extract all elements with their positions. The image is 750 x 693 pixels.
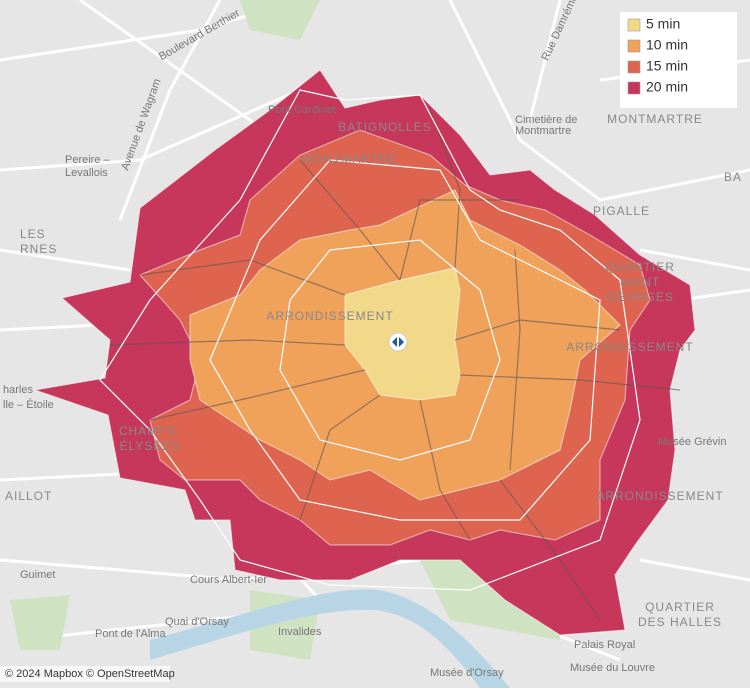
- attribution-box: [0, 666, 170, 682]
- place-label: Montmartre: [515, 125, 571, 137]
- place-label: Musée du Louvre: [570, 662, 655, 674]
- place-label: Invalides: [278, 626, 322, 638]
- place-label: lle – Étoile: [3, 398, 54, 411]
- legend: 5 min 10 min 15 min 20 min: [627, 16, 688, 95]
- place-label: DES HALLES: [638, 615, 722, 629]
- legend-swatch: [627, 18, 641, 32]
- place-label: QUARTIER: [645, 600, 715, 614]
- legend-label: 20 min: [646, 79, 688, 95]
- place-label: Pont-Cardinet: [268, 104, 336, 116]
- legend-label: 5 min: [646, 16, 680, 32]
- place-label: Palais Royal: [574, 639, 635, 651]
- store-marker: [388, 332, 408, 352]
- district-borders: [109, 109, 681, 621]
- place-label: harles: [3, 384, 33, 396]
- place-label: Pereire –: [65, 154, 111, 166]
- place-label: BA: [724, 170, 742, 184]
- place-label: Musée d'Orsay: [430, 667, 504, 679]
- place-label: Levallois: [65, 167, 108, 179]
- place-label: LES: [20, 227, 46, 241]
- place-label: Pont de l'Alma: [95, 628, 166, 640]
- place-label: Guimet: [20, 569, 55, 581]
- place-label: ÉLYSÉES: [120, 438, 181, 453]
- place-label: Cours Albert-Ier: [190, 574, 267, 586]
- place-label: MONTMARTRE: [607, 112, 703, 126]
- place-label: ARRONDISSEMENT: [566, 340, 693, 354]
- place-label: SAINT: [620, 275, 660, 289]
- river: [150, 589, 510, 688]
- legend-swatch: [627, 81, 641, 95]
- legend-swatch: [627, 39, 641, 53]
- place-label: ARRONDISSEMENT: [266, 309, 393, 323]
- place-label: Musée Grévin: [658, 436, 726, 448]
- place-label: RNES: [20, 242, 57, 256]
- place-label: AILLOT: [5, 489, 52, 503]
- attribution: © 2024 Mapbox © OpenStreetMap: [5, 668, 175, 680]
- legend-label: 10 min: [646, 37, 688, 53]
- place-label: MONTMARTRE: [302, 152, 398, 166]
- legend-label: 15 min: [646, 58, 688, 74]
- place-label: PIGALLE: [593, 204, 650, 218]
- place-label: ARRONDISSEMENT: [596, 489, 723, 503]
- place-label: GEORGES: [606, 290, 674, 304]
- place-label: BATIGNOLLES: [338, 120, 431, 134]
- place-label: QUARTIER: [605, 260, 675, 274]
- place-label: Cimetière de: [515, 114, 577, 126]
- place-label: CHAMPS-: [119, 424, 181, 438]
- place-label: Quai d'Orsay: [165, 616, 229, 628]
- store-logo: [392, 337, 404, 347]
- isochrone-outlines: [99, 89, 641, 591]
- legend-swatch: [627, 60, 641, 74]
